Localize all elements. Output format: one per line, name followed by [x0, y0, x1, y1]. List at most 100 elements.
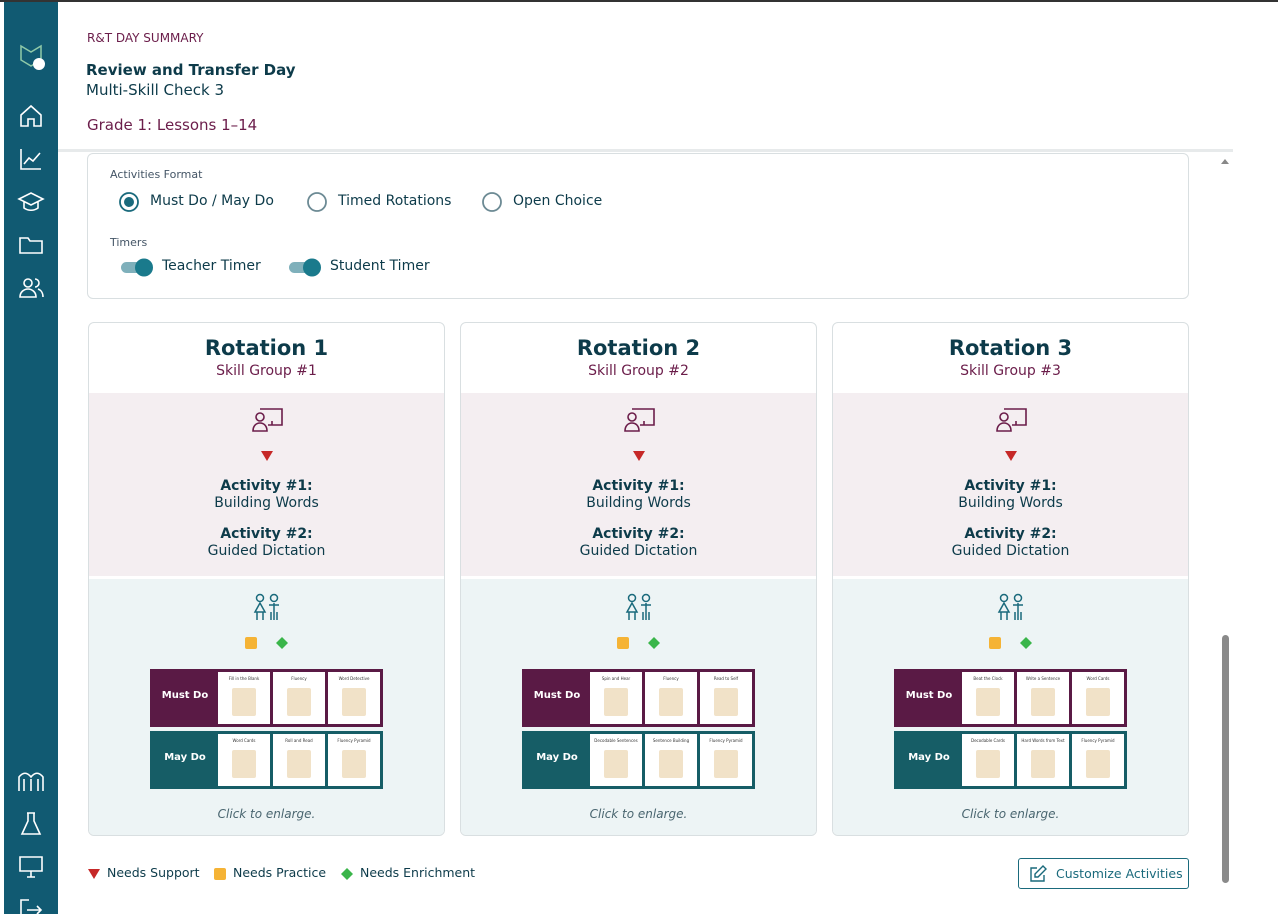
logout-icon[interactable]	[17, 896, 45, 924]
radio-svg	[119, 192, 139, 212]
home-icon[interactable]	[17, 102, 45, 130]
board-label: Must Do	[161, 690, 209, 701]
card-art	[342, 688, 366, 716]
radio	[306, 191, 328, 217]
board-label: May Do	[536, 752, 578, 763]
card-art	[287, 750, 311, 778]
teacher-section: Activity #1: Building Words Activity #2: Gu…	[833, 393, 1188, 576]
board-card: Spin and Hear	[590, 672, 642, 724]
title: Review and Transfer Day	[86, 61, 296, 79]
teacher-icon	[622, 405, 656, 437]
rotation-group: Skill Group #3	[960, 363, 1061, 379]
board-card: Fluency Pyramid	[328, 734, 380, 786]
reports-icon[interactable]	[17, 145, 45, 173]
timer-label: Student Timer	[330, 258, 430, 274]
board-row[interactable]: Must Do Fill in the Blank Fluency Word Dete…	[150, 669, 383, 727]
enlarge-hint: Click to enlarge.	[217, 807, 316, 821]
switch-svg	[121, 258, 153, 277]
edit-icon	[1030, 865, 1047, 882]
board-label: Must Do	[533, 690, 581, 701]
card-art	[342, 750, 366, 778]
library-icon[interactable]	[17, 767, 45, 795]
board-card: Word Detective	[328, 672, 380, 724]
scroll-thumb[interactable]	[1222, 635, 1229, 883]
card-art	[976, 688, 1000, 716]
practice-marker	[244, 635, 258, 654]
card-art	[1031, 750, 1055, 778]
legend-marker	[87, 867, 101, 884]
board-label: May Do	[908, 752, 950, 763]
rotation-card: Rotation 3 Skill Group #3 Activity #1: Buil…	[832, 322, 1189, 836]
logo[interactable]	[17, 42, 45, 70]
board-card: Read to Self	[700, 672, 752, 724]
board-row[interactable]: May Do Word Cards Roll and Read Fluency Pyr…	[150, 731, 383, 789]
timer-label: Teacher Timer	[162, 258, 261, 274]
rotation-title: Rotation 1	[204, 336, 329, 360]
teacher-icon	[250, 405, 284, 437]
activity-name: Guided Dictation	[951, 543, 1070, 559]
board-card: Decodable Sentences	[590, 734, 642, 786]
lab-icon[interactable]	[17, 810, 45, 838]
student-section: Must Do Spin and Hear Fluency Read to Self M…	[461, 577, 816, 835]
rotation-group: Skill Group #1	[216, 363, 317, 379]
support-marker	[632, 448, 646, 467]
rotation-card: Rotation 2 Skill Group #2 Activity #1: Buil…	[460, 322, 817, 836]
radio-label: Must Do / May Do	[150, 193, 274, 209]
rotation-title: Rotation 2	[576, 336, 701, 360]
folder-icon[interactable]	[17, 231, 45, 259]
board-card-title: Hard Words from Text	[1021, 738, 1065, 743]
legend-label: Needs Practice	[233, 865, 327, 880]
board-row[interactable]: May Do Decodable Sentences Sentence Buildi…	[522, 731, 755, 789]
students-icon-svg	[625, 593, 651, 620]
card-art	[232, 750, 256, 778]
students-icon	[622, 593, 656, 625]
present-icon[interactable]	[17, 853, 45, 881]
activity-label: Activity #1:	[964, 478, 1057, 494]
student-section: Must Do Fill in the Blank Fluency Word Dete…	[89, 577, 444, 835]
legend-marker-svg	[88, 869, 100, 879]
board-card-title: Fluency	[663, 676, 679, 681]
board-row[interactable]: Must Do Beat the Clock Write a Sentence Wor…	[894, 669, 1127, 727]
users-icon[interactable]	[17, 274, 45, 302]
enlarge-hint: Click to enlarge.	[961, 807, 1060, 821]
activity-name: Building Words	[958, 495, 1063, 511]
board-card-title: Fluency	[291, 676, 307, 681]
activity-label: Activity #2:	[592, 526, 685, 542]
format-label: Activities Format	[110, 168, 203, 181]
board-label: Must Do	[905, 690, 953, 701]
board-card: Word Cards	[1072, 672, 1124, 724]
board-card-title: Word Cards	[232, 738, 256, 743]
scroll-up[interactable]	[1219, 155, 1231, 167]
divider	[58, 149, 1233, 152]
activity-name: Guided Dictation	[207, 543, 326, 559]
radio	[118, 191, 140, 217]
rotation-group: Skill Group #2	[588, 363, 689, 379]
board-card-title: Word Cards	[1086, 676, 1110, 681]
card-art	[287, 688, 311, 716]
board-card-title: Fluency Pyramid	[709, 738, 743, 743]
classes-icon[interactable]	[17, 188, 45, 216]
students-icon	[250, 593, 284, 625]
board-card-title: Beat the Clock	[973, 676, 1003, 681]
board-card: Write a Sentence	[1017, 672, 1069, 724]
card-art	[1031, 688, 1055, 716]
activity-label: Activity #2:	[964, 526, 1057, 542]
top-border	[0, 0, 1278, 2]
card-art	[604, 750, 628, 778]
timers-label: Timers	[110, 236, 148, 249]
board-row[interactable]: May Do Decodable Cards Hard Words from Tex…	[894, 731, 1127, 789]
eyebrow: R&T DAY SUMMARY	[87, 31, 204, 45]
board-label: May Do	[164, 752, 206, 763]
board-card: Fluency	[273, 672, 325, 724]
button-label: Customize Activities	[1056, 866, 1183, 881]
settings-panel: Activities Format Timers Must Do / May D…	[87, 153, 1189, 299]
activity-label: Activity #2:	[220, 526, 313, 542]
card-art	[714, 750, 738, 778]
radio-svg	[307, 192, 327, 212]
board-card: Word Cards	[218, 734, 270, 786]
board-row[interactable]: Must Do Spin and Hear Fluency Read to Self	[522, 669, 755, 727]
enrichment-marker-svg	[1020, 637, 1032, 649]
customize-button[interactable]: Customize Activities	[1018, 858, 1189, 889]
scrollbar[interactable]	[1219, 155, 1231, 885]
teacher-section: Activity #1: Building Words Activity #2: Gu…	[461, 393, 816, 576]
